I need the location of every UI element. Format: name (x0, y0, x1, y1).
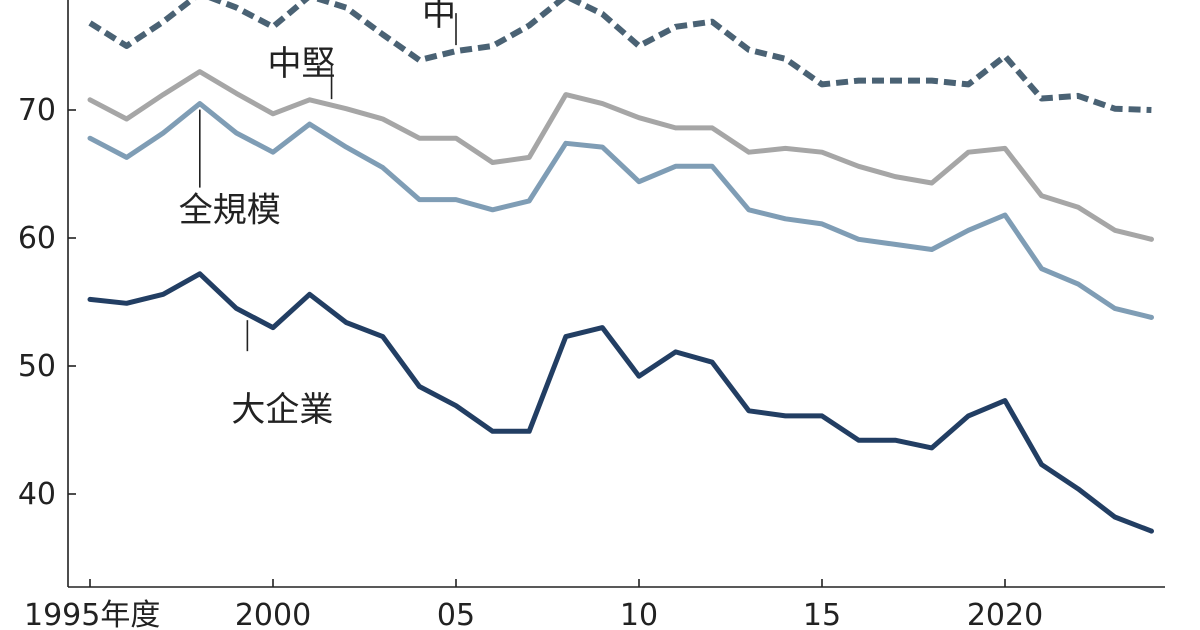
series-label: 中 (422, 0, 456, 34)
tick-layer: 40 50 60 70 1995年度 2000 05 10 15 2020 (18, 93, 1043, 630)
x-tick-label: 10 (620, 598, 658, 630)
y-tick-label: 40 (18, 477, 56, 512)
x-tick-label: 05 (437, 598, 475, 630)
series-line (87, 69, 1154, 242)
series-label: 中堅 (268, 44, 336, 84)
y-tick-label: 60 (18, 221, 56, 256)
series-end-point (1148, 314, 1154, 320)
x-tick-label: 2000 (235, 598, 311, 630)
series-end-point (1148, 236, 1154, 242)
series-line (87, 271, 1154, 534)
axes (67, 0, 1165, 588)
series-layer (87, 0, 1154, 534)
x-tick-label: 2020 (967, 598, 1043, 630)
x-tick-label: 1995年度 (24, 598, 160, 630)
series-line (88, 0, 1152, 113)
y-tick-label: 70 (18, 93, 56, 128)
y-tick-label: 50 (18, 349, 56, 384)
series-end-point (1148, 528, 1154, 534)
series-line (87, 101, 1154, 320)
series-label: 大企業 (231, 390, 333, 430)
series-label: 全規模 (179, 191, 281, 231)
x-tick-label: 15 (803, 598, 841, 630)
